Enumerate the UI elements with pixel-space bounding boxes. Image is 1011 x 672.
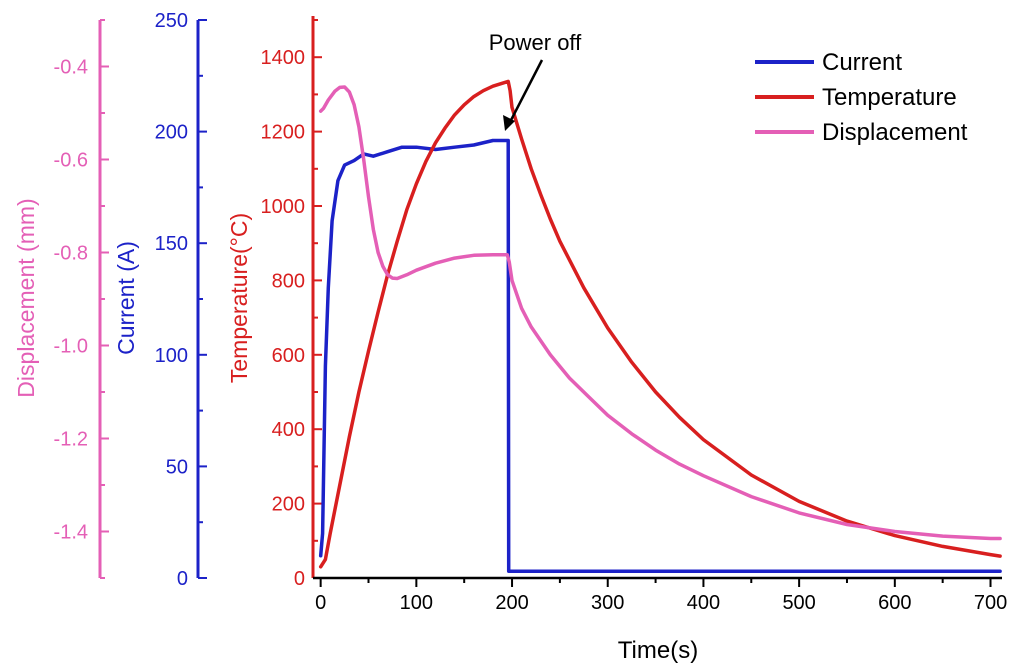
legend-label-displacement: Displacement xyxy=(822,119,968,146)
series-layer xyxy=(318,79,1002,574)
temperature-tick-label: 800 xyxy=(272,270,305,292)
current-tick-label: 250 xyxy=(155,10,188,32)
x-tick-label: 700 xyxy=(974,592,1007,614)
current-tick-label: 150 xyxy=(155,233,188,255)
temperature-axis-title: Temperature(°C) xyxy=(226,213,252,383)
x-tick-label: 200 xyxy=(495,592,528,614)
temperature-tick-label: 600 xyxy=(272,345,305,367)
displacement-tick-label: -0.4 xyxy=(54,57,88,79)
temperature-tick-label: 200 xyxy=(272,494,305,516)
current-tick-label: 50 xyxy=(166,456,188,478)
displacement-axis: -1.4 -1.2 -1.0 -0.8 -0.6 -0.4 xyxy=(54,19,109,579)
x-tick-label: 0 xyxy=(315,592,326,614)
displacement-tick-label: -0.8 xyxy=(54,243,88,265)
temperature-axis: 0 200 400 600 800 1000 1200 1400 xyxy=(261,16,322,590)
temperature-tick-label: 1000 xyxy=(261,196,306,218)
current-tick-label: 100 xyxy=(155,345,188,367)
power-off-annotation: Power off xyxy=(489,30,582,131)
current-axis: 0 50 100 150 200 250 xyxy=(155,10,207,590)
time-axis: 0 100 200 300 400 500 600 700 xyxy=(313,576,1007,614)
power-off-arrow-shaft xyxy=(507,59,544,125)
displacement-tick-label: -1.0 xyxy=(54,336,88,358)
legend-label-temperature: Temperature xyxy=(822,84,957,111)
current-axis-title: Current (A) xyxy=(113,241,139,355)
series-line-displacement xyxy=(318,85,1002,541)
x-tick-label: 600 xyxy=(878,592,911,614)
x-tick-label: 300 xyxy=(591,592,624,614)
x-tick-label: 100 xyxy=(400,592,433,614)
temperature-tick-label: 400 xyxy=(272,419,305,441)
series-line-temperature xyxy=(318,79,1002,569)
legend: Current Temperature Displacement xyxy=(755,49,968,146)
time-axis-title: Time(s) xyxy=(618,637,698,664)
x-tick-label: 500 xyxy=(782,592,815,614)
current-tick-label: 200 xyxy=(155,122,188,144)
temperature-tick-label: 0 xyxy=(294,568,305,590)
power-off-label: Power off xyxy=(489,30,582,55)
temperature-tick-label: 1400 xyxy=(261,47,306,69)
displacement-tick-label: -0.6 xyxy=(54,150,88,172)
power-off-arrow-head xyxy=(503,115,515,131)
displacement-tick-label: -1.2 xyxy=(54,429,88,451)
displacement-axis-title: Displacement (mm) xyxy=(13,198,39,397)
current-tick-label: 0 xyxy=(177,568,188,590)
series-line-current xyxy=(318,138,1002,574)
temperature-tick-label: 1200 xyxy=(261,122,306,144)
displacement-tick-label: -1.4 xyxy=(54,522,88,544)
legend-label-current: Current xyxy=(822,49,902,76)
x-tick-label: 400 xyxy=(687,592,720,614)
